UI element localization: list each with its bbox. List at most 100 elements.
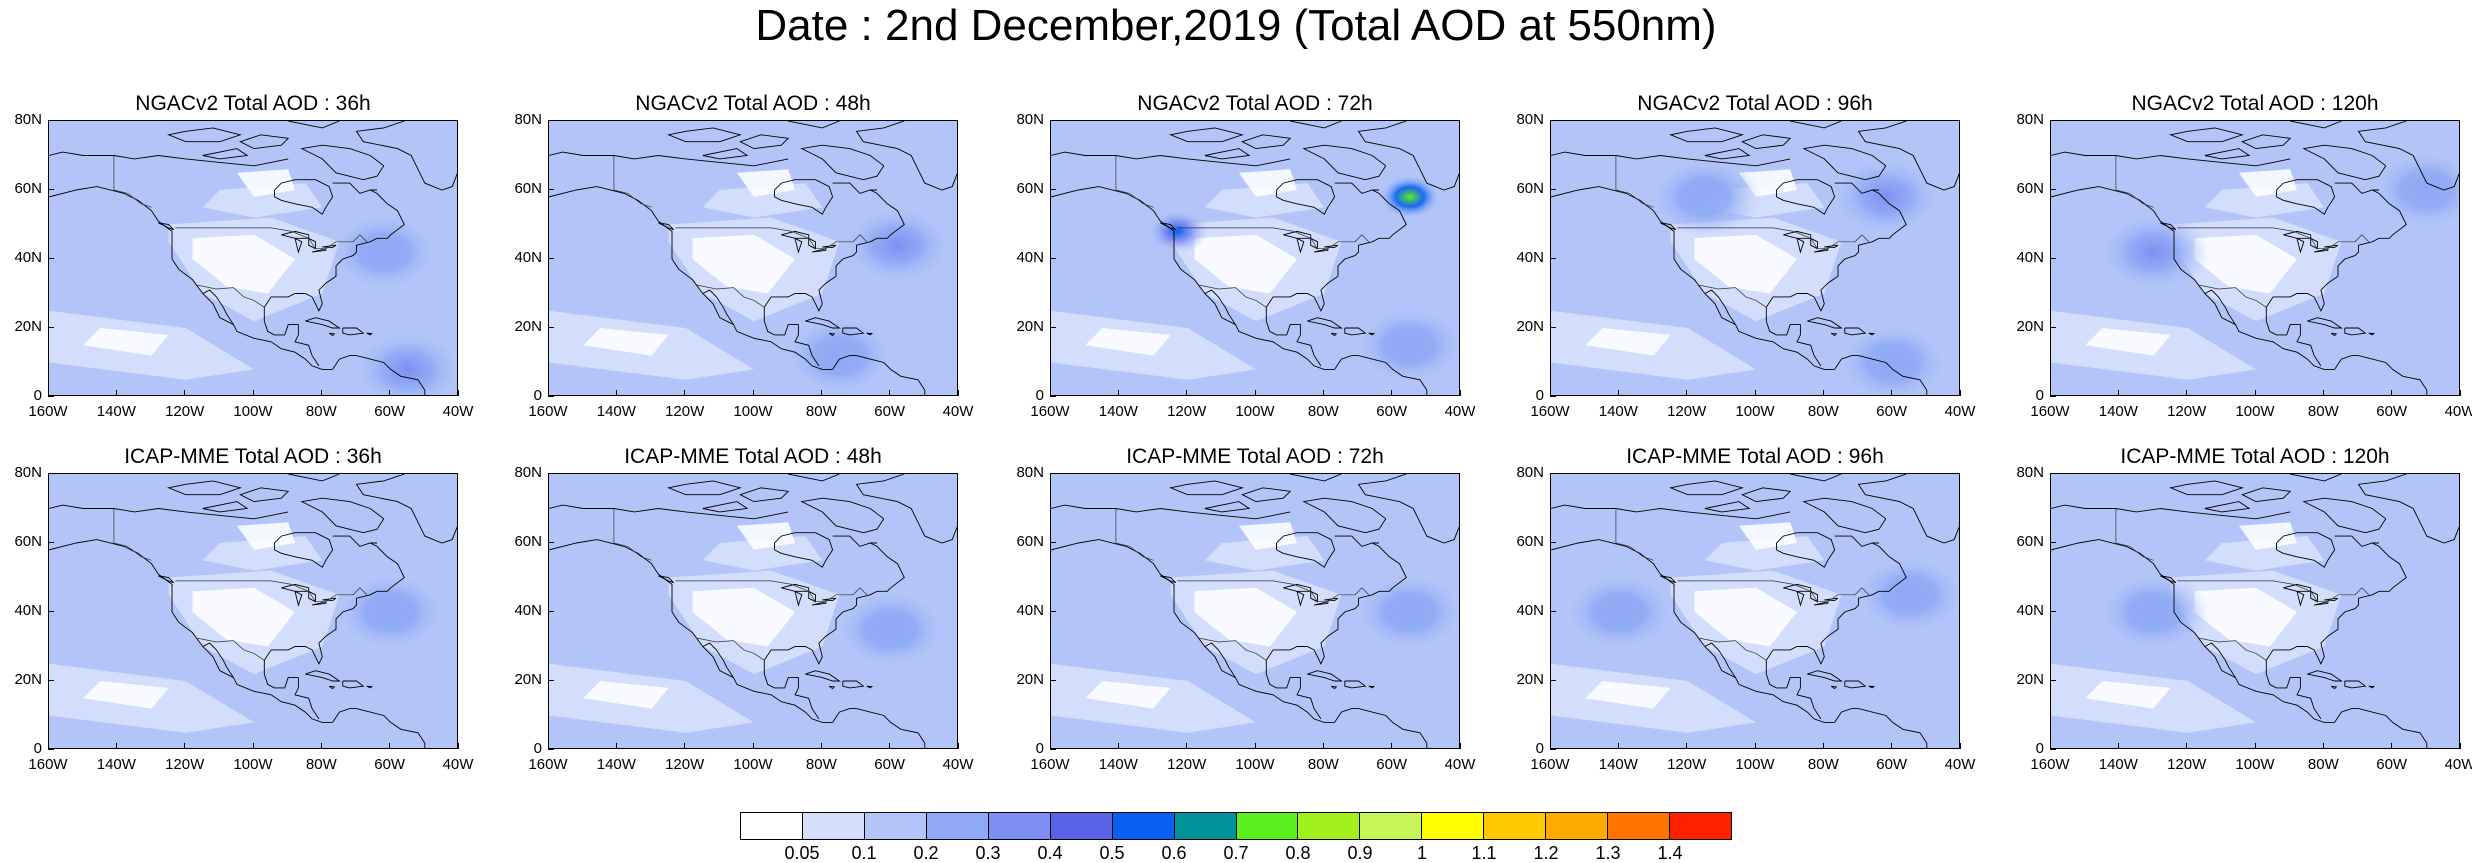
lon-tick-label: 140W: [596, 756, 636, 773]
lon-tick-mark: [1549, 743, 1551, 749]
lat-tick-mark: [2050, 395, 2056, 397]
colorbar-label: 0.9: [1347, 843, 1373, 863]
lon-tick-label: 100W: [1735, 756, 1775, 773]
lon-tick-label: 80W: [2307, 756, 2339, 773]
lat-tick-mark: [1050, 326, 1056, 328]
lon-tick-label: 160W: [1530, 756, 1570, 773]
lon-tick-mark: [389, 390, 391, 396]
lon-tick-mark: [1459, 390, 1461, 396]
colorbar-swatch: [926, 813, 989, 839]
lat-tick-mark: [48, 610, 54, 612]
lon-tick-mark: [1686, 390, 1688, 396]
colorbar-swatch: [741, 813, 803, 839]
lon-tick-label: 60W: [2376, 403, 2408, 420]
lon-tick-label: 80W: [305, 756, 337, 773]
lon-tick-label: 120W: [1667, 756, 1707, 773]
lat-tick-label: 20N: [14, 318, 42, 335]
lon-tick-mark: [2322, 390, 2325, 396]
colorbar-swatch: [1608, 813, 1671, 839]
colorbar-label: 0.5: [1099, 843, 1125, 863]
lat-tick-label: 40N: [514, 602, 542, 619]
lon-tick-mark: [684, 390, 686, 396]
panel-title: NGACv2 Total AOD : 72h: [1137, 92, 1373, 115]
lon-tick-label: 120W: [165, 756, 205, 773]
lat-tick-label: 60N: [514, 533, 542, 550]
lon-tick-mark: [252, 390, 254, 396]
colorbar-swatch: [988, 813, 1051, 839]
lon-tick-mark: [752, 743, 754, 749]
lon-tick-mark: [184, 390, 186, 396]
lat-tick-mark: [2050, 748, 2056, 750]
lon-tick-mark: [957, 390, 959, 396]
lon-tick-mark: [820, 743, 823, 749]
lon-tick-label: 100W: [1235, 756, 1275, 773]
lon-tick-label: 120W: [1667, 403, 1707, 420]
lon-tick-mark: [2254, 390, 2256, 396]
lon-tick-mark: [1822, 743, 1825, 749]
colorbar-label: 0.8: [1285, 843, 1311, 863]
colorbar-swatch: [1360, 813, 1423, 839]
lon-tick-mark: [752, 390, 754, 396]
lon-tick-mark: [1959, 390, 1961, 396]
lat-tick-mark: [48, 748, 54, 750]
lon-tick-label: 60W: [1376, 756, 1408, 773]
lon-tick-label: 160W: [28, 756, 68, 773]
lat-tick-label: 20N: [1516, 318, 1544, 335]
colorbar-label: 0.3: [975, 843, 1001, 863]
lon-tick-label: 80W: [2307, 403, 2339, 420]
colorbar-label: 0.6: [1161, 843, 1187, 863]
aod-map: [1550, 120, 1960, 396]
lon-tick-mark: [115, 390, 118, 396]
lat-tick-mark: [548, 748, 554, 750]
lon-tick-label: 60W: [1376, 403, 1408, 420]
lon-tick-mark: [1186, 743, 1188, 749]
lon-tick-mark: [1322, 743, 1325, 749]
lat-tick-mark: [1050, 119, 1056, 121]
colorbar: [740, 812, 1732, 840]
lat-tick-label: 80N: [514, 111, 542, 128]
lat-tick-label: 20N: [514, 318, 542, 335]
lon-tick-label: 160W: [2030, 756, 2070, 773]
lon-tick-label: 160W: [528, 756, 568, 773]
lon-tick-label: 60W: [874, 403, 906, 420]
lon-tick-mark: [1391, 743, 1393, 749]
lat-tick-mark: [2050, 541, 2056, 543]
lat-tick-mark: [1550, 326, 1556, 328]
colorbar-swatch: [1174, 813, 1237, 839]
lat-tick-label: 80N: [14, 464, 42, 481]
lat-tick-label: 60N: [514, 180, 542, 197]
lon-tick-mark: [2391, 743, 2393, 749]
lon-tick-mark: [1891, 743, 1893, 749]
colorbar-swatch: [1546, 813, 1609, 839]
lon-tick-mark: [1391, 390, 1393, 396]
lat-tick-mark: [1550, 541, 1556, 543]
lat-tick-mark: [1050, 472, 1056, 474]
colorbar-label: 1.4: [1657, 843, 1683, 863]
lat-tick-mark: [2050, 257, 2056, 259]
colorbar-swatch: [1422, 813, 1485, 839]
lon-tick-label: 140W: [1598, 756, 1638, 773]
colorbar-label: 0.7: [1223, 843, 1249, 863]
lat-tick-label: 80N: [2016, 111, 2044, 128]
aod-map: [48, 120, 458, 396]
lat-tick-mark: [2050, 188, 2056, 190]
aod-map: [48, 473, 458, 749]
lon-tick-label: 120W: [2167, 756, 2207, 773]
lon-tick-mark: [1049, 743, 1051, 749]
lon-tick-mark: [1549, 390, 1551, 396]
lon-tick-label: 140W: [1098, 403, 1138, 420]
colorbar-swatch: [1112, 813, 1175, 839]
panel-title: NGACv2 Total AOD : 96h: [1637, 92, 1873, 115]
lat-tick-mark: [548, 472, 554, 474]
lon-tick-mark: [2322, 743, 2325, 749]
lon-tick-label: 80W: [805, 403, 837, 420]
lon-tick-label: 100W: [2235, 756, 2275, 773]
lat-tick-mark: [548, 188, 554, 190]
lon-tick-mark: [2254, 743, 2256, 749]
colorbar-label: 0.1: [851, 843, 877, 863]
aod-hotspot: [2097, 212, 2210, 293]
lat-tick-label: 60N: [14, 533, 42, 550]
aod-hotspot: [1378, 174, 1441, 219]
lon-tick-label: 100W: [1235, 403, 1275, 420]
lon-tick-mark: [2391, 390, 2393, 396]
